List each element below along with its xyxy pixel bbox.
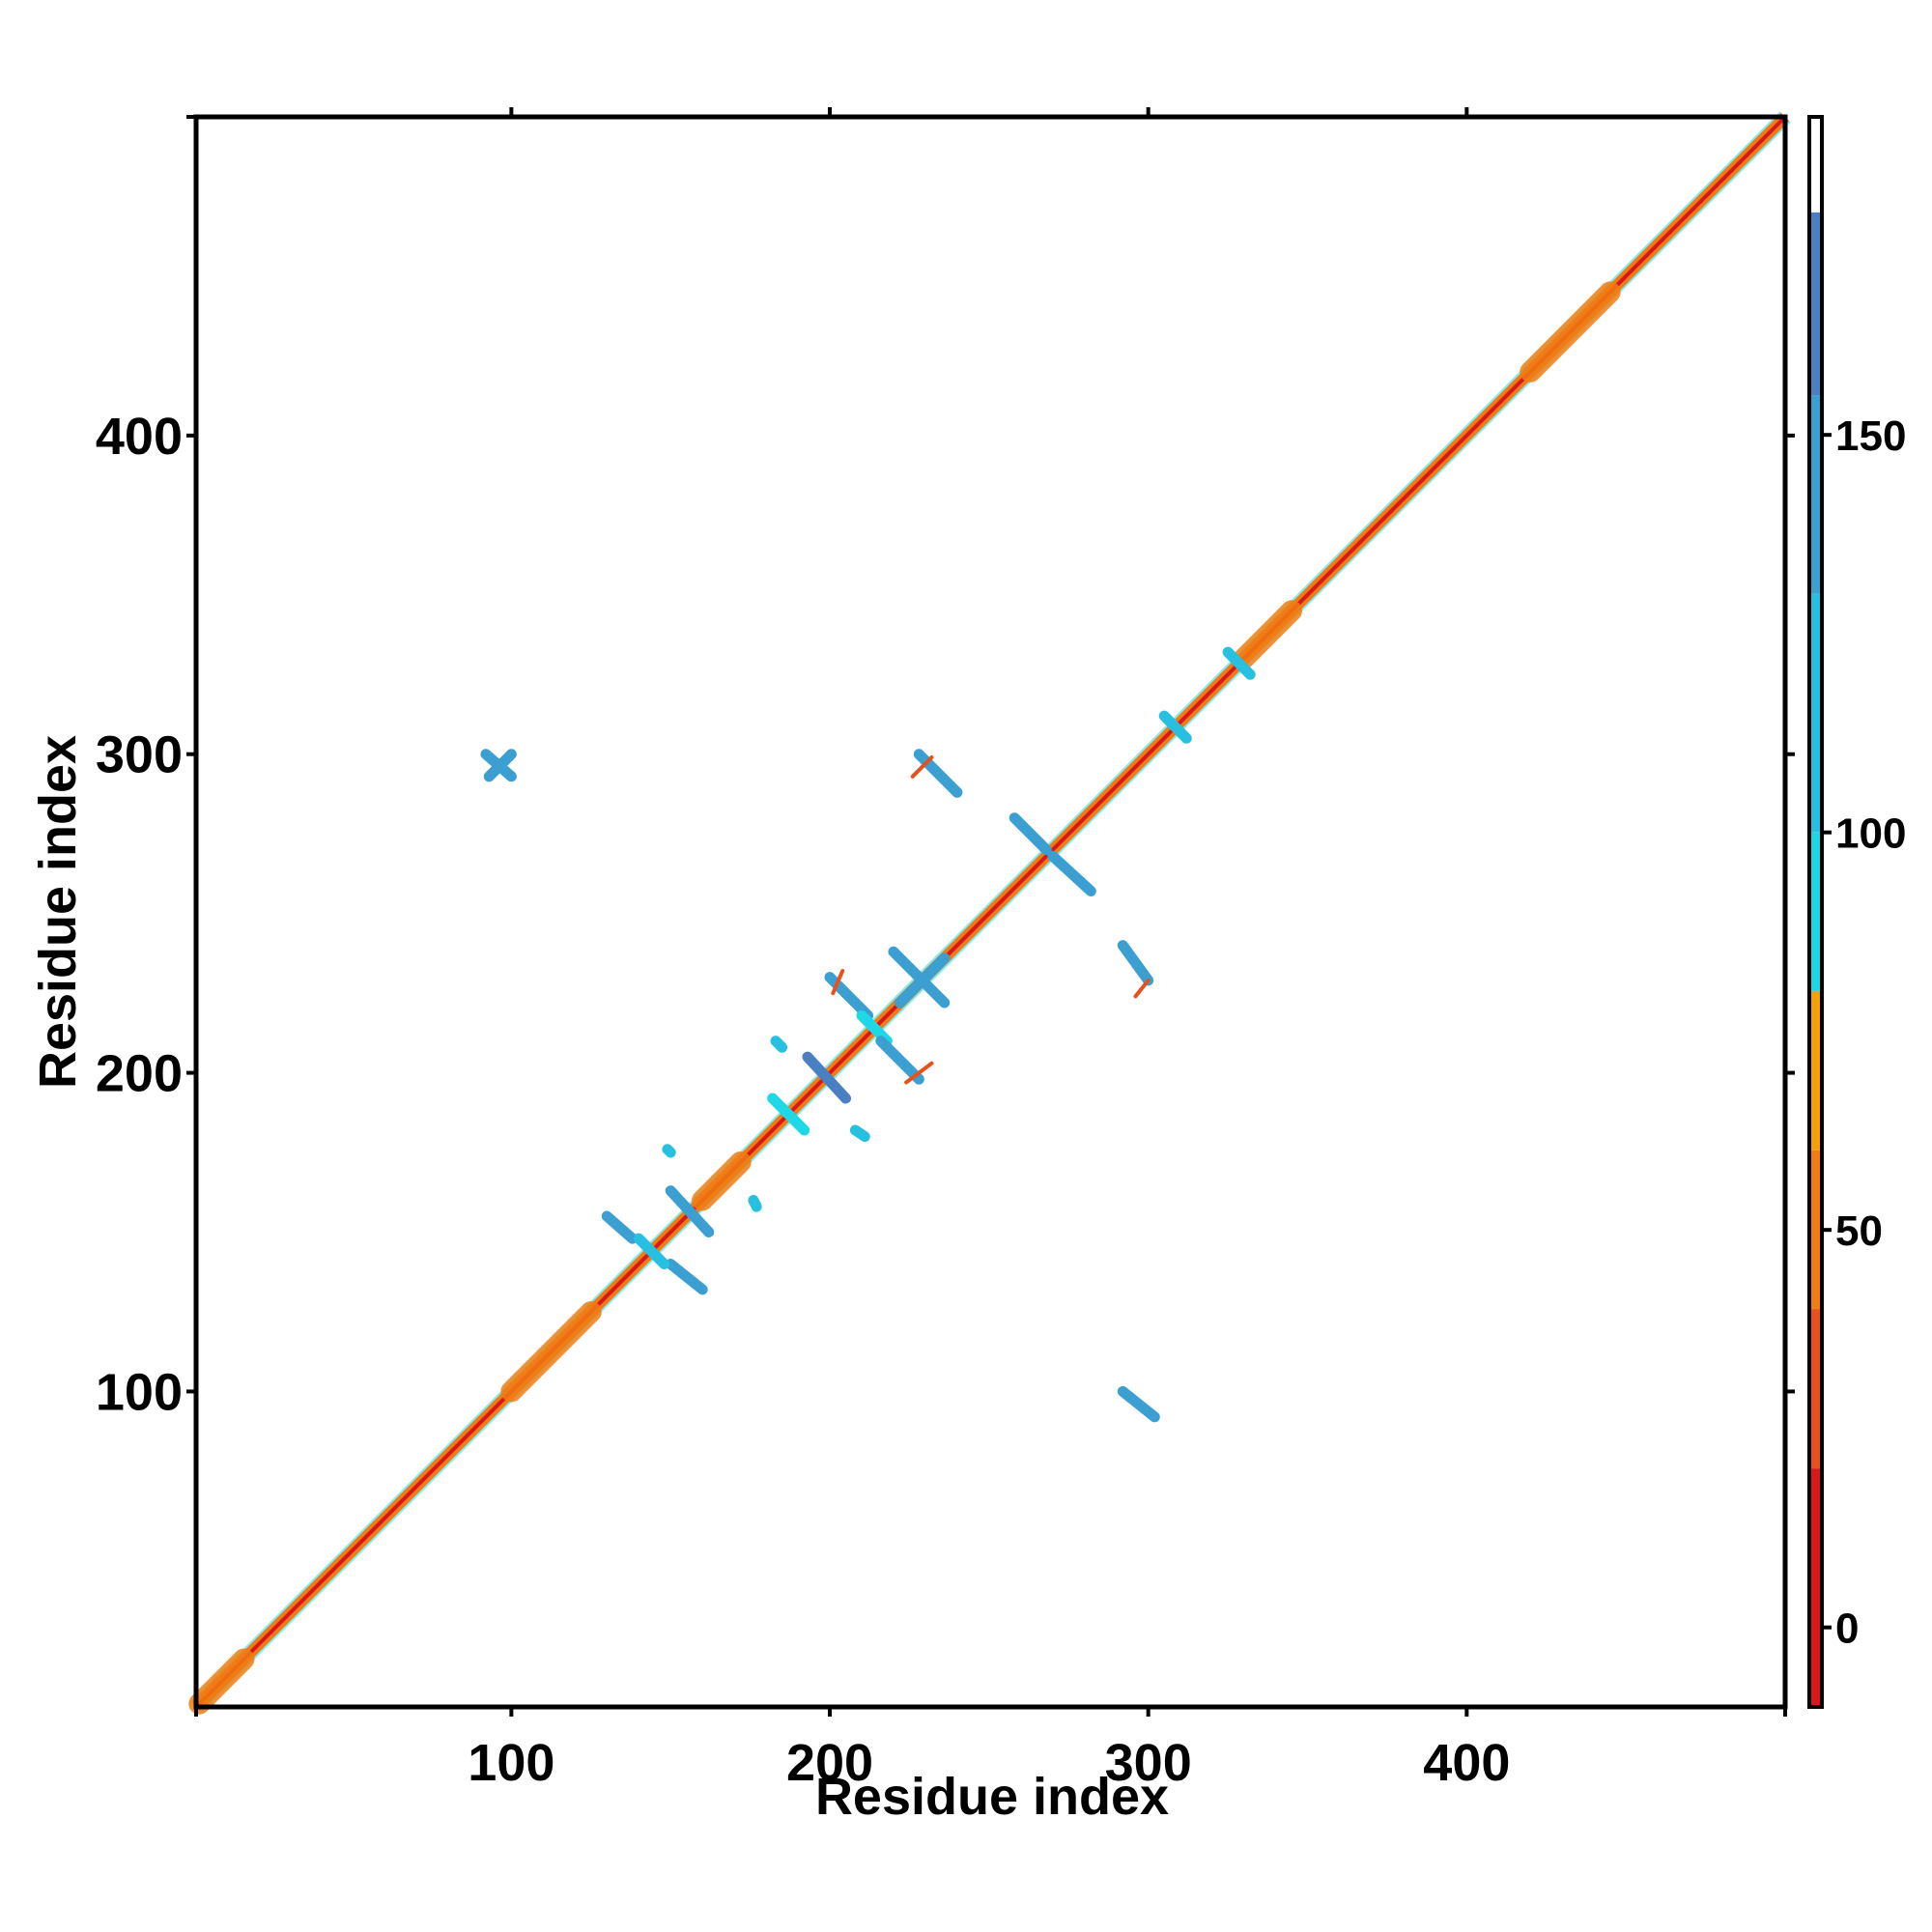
colorbar-band-3 <box>1809 991 1822 1151</box>
diagonal-thick-segment-4 <box>692 1151 752 1211</box>
colorbar-band-0 <box>1809 1468 1822 1707</box>
contact-mark-8 <box>1117 1385 1160 1423</box>
contact-mark-21 <box>895 952 951 1009</box>
diagonal-core <box>194 115 1787 1709</box>
heatmap-plot-area <box>188 111 1791 1715</box>
y-tick-label-300: 300 <box>96 726 183 784</box>
contact-mark-3 <box>910 755 934 779</box>
diagonal-thick-segment-0 <box>188 1648 255 1715</box>
colorbar-band-4 <box>1809 832 1822 992</box>
colorbar-frame <box>1807 115 1824 1709</box>
x-axis: 100 200 300 400 <box>194 107 1787 1792</box>
contact-mark-26 <box>748 1195 762 1212</box>
diagonal-thick-segment-1 <box>500 1300 602 1403</box>
colorbar-band-5 <box>1809 593 1822 833</box>
x-axis-title: Residue index <box>815 1768 1169 1826</box>
contact-mark-24 <box>770 1036 788 1053</box>
colorbar-band-1 <box>1809 1309 1822 1469</box>
contact-mark-1 <box>483 749 517 782</box>
colorbar-band-8 <box>1809 117 1822 213</box>
contact-mark-19 <box>904 1061 934 1085</box>
contact-mark-27 <box>662 1144 676 1158</box>
colorbar-tick-label-100: 100 <box>1835 810 1906 858</box>
contact-mark-10 <box>665 1258 708 1295</box>
contact-mark-6 <box>1117 940 1154 986</box>
colorbar-tick-label-0: 0 <box>1835 1605 1859 1653</box>
contact-mark-4 <box>1009 812 1052 856</box>
contact-mark-16 <box>831 969 845 996</box>
x-tick-label-200: 200 <box>786 1734 873 1792</box>
contact-mark-5 <box>1047 850 1096 897</box>
contact-mark-13 <box>767 1093 810 1136</box>
contact-mark-9 <box>601 1210 639 1244</box>
x-tick-label-300: 300 <box>1105 1734 1192 1792</box>
contact-mark-18 <box>875 1036 924 1085</box>
y-tick-label-400: 400 <box>96 408 183 466</box>
contact-mark-12 <box>633 1233 670 1269</box>
colorbar-tick-label-50: 50 <box>1835 1208 1883 1255</box>
x-tick-label-100: 100 <box>468 1734 554 1792</box>
colorbar-band-2 <box>1809 1150 1822 1310</box>
diagonal-thick-segment-2 <box>1233 600 1303 669</box>
y-tick-label-100: 100 <box>96 1363 183 1421</box>
diagonal-thick-segment-3 <box>1520 281 1621 383</box>
colorbar-tick-label-150: 150 <box>1835 412 1906 460</box>
colorbar-band-6 <box>1809 395 1822 594</box>
contact-mark-11 <box>665 1185 715 1238</box>
contact-mark-23 <box>1222 646 1256 680</box>
plot-frame <box>193 114 1788 1710</box>
contact-mark-7 <box>1133 978 1151 999</box>
x-tick-label-400: 400 <box>1423 1734 1510 1792</box>
contact-mark-25 <box>849 1124 870 1143</box>
y-tick-label-200: 200 <box>96 1045 183 1103</box>
y-axis: 100 200 300 400 <box>96 115 1795 1421</box>
colorbar-band-7 <box>1809 212 1822 396</box>
contact-mark-22 <box>1158 710 1192 744</box>
y-axis-title: Residue index <box>29 735 87 1089</box>
contact-mark-14 <box>802 1051 852 1104</box>
colorbar: 0 50 100 150 <box>1807 115 1906 1709</box>
contact-mark-2 <box>913 749 963 798</box>
